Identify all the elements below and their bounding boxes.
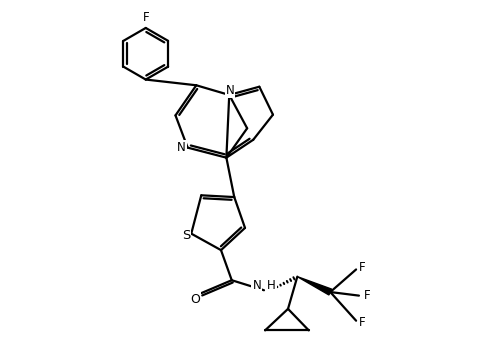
Text: N: N — [225, 84, 234, 97]
Text: F: F — [359, 261, 365, 274]
Text: N: N — [177, 141, 185, 154]
Text: F: F — [363, 289, 369, 302]
Text: F: F — [359, 316, 365, 329]
Text: S: S — [182, 229, 190, 242]
Text: F: F — [142, 11, 149, 24]
Text: H: H — [266, 279, 275, 292]
Text: O: O — [190, 293, 199, 306]
Text: N: N — [252, 279, 260, 292]
Polygon shape — [297, 277, 331, 295]
